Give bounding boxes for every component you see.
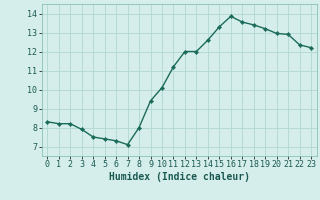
- X-axis label: Humidex (Indice chaleur): Humidex (Indice chaleur): [109, 172, 250, 182]
